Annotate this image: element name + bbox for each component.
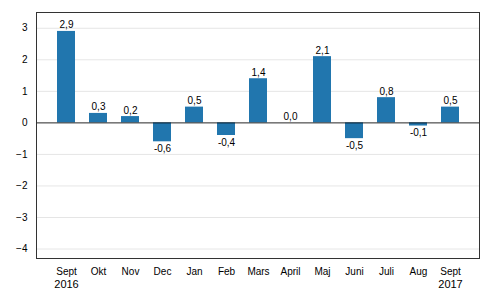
svg-text:0,5: 0,5 <box>444 95 458 106</box>
svg-text:Okt: Okt <box>91 266 107 277</box>
svg-text:0: 0 <box>22 117 28 128</box>
svg-text:−2: −2 <box>16 180 28 191</box>
svg-text:2,9: 2,9 <box>60 19 74 30</box>
svg-text:0,0: 0,0 <box>284 111 298 122</box>
svg-text:2017: 2017 <box>438 278 462 290</box>
svg-text:1: 1 <box>22 86 28 97</box>
svg-text:−1: −1 <box>16 149 28 160</box>
svg-text:0,3: 0,3 <box>92 101 106 112</box>
svg-text:−3: −3 <box>16 212 28 223</box>
svg-text:-0,6: -0,6 <box>154 143 172 154</box>
svg-text:Maj: Maj <box>314 266 330 277</box>
svg-text:0,8: 0,8 <box>380 86 394 97</box>
svg-text:April: April <box>280 266 300 277</box>
svg-text:Feb: Feb <box>218 266 236 277</box>
svg-text:2,1: 2,1 <box>316 45 330 56</box>
svg-text:Dec: Dec <box>154 266 172 277</box>
svg-text:−4: −4 <box>16 243 28 254</box>
svg-text:Sept: Sept <box>440 266 461 277</box>
svg-text:Aug: Aug <box>410 266 428 277</box>
svg-text:1,4: 1,4 <box>252 67 266 78</box>
svg-text:0,5: 0,5 <box>188 95 202 106</box>
svg-text:Juli: Juli <box>379 266 394 277</box>
svg-text:0,2: 0,2 <box>124 105 138 116</box>
svg-text:Sept: Sept <box>56 266 77 277</box>
svg-text:Juni: Juni <box>345 266 363 277</box>
svg-text:Nov: Nov <box>122 266 140 277</box>
svg-text:2: 2 <box>22 54 28 65</box>
svg-text:Mars: Mars <box>247 266 269 277</box>
svg-text:-0,1: -0,1 <box>410 127 428 138</box>
svg-text:3: 3 <box>22 22 28 33</box>
svg-text:-0,4: -0,4 <box>218 137 236 148</box>
svg-text:-0,5: -0,5 <box>346 140 364 151</box>
svg-text:Jan: Jan <box>186 266 202 277</box>
svg-text:2016: 2016 <box>54 278 78 290</box>
